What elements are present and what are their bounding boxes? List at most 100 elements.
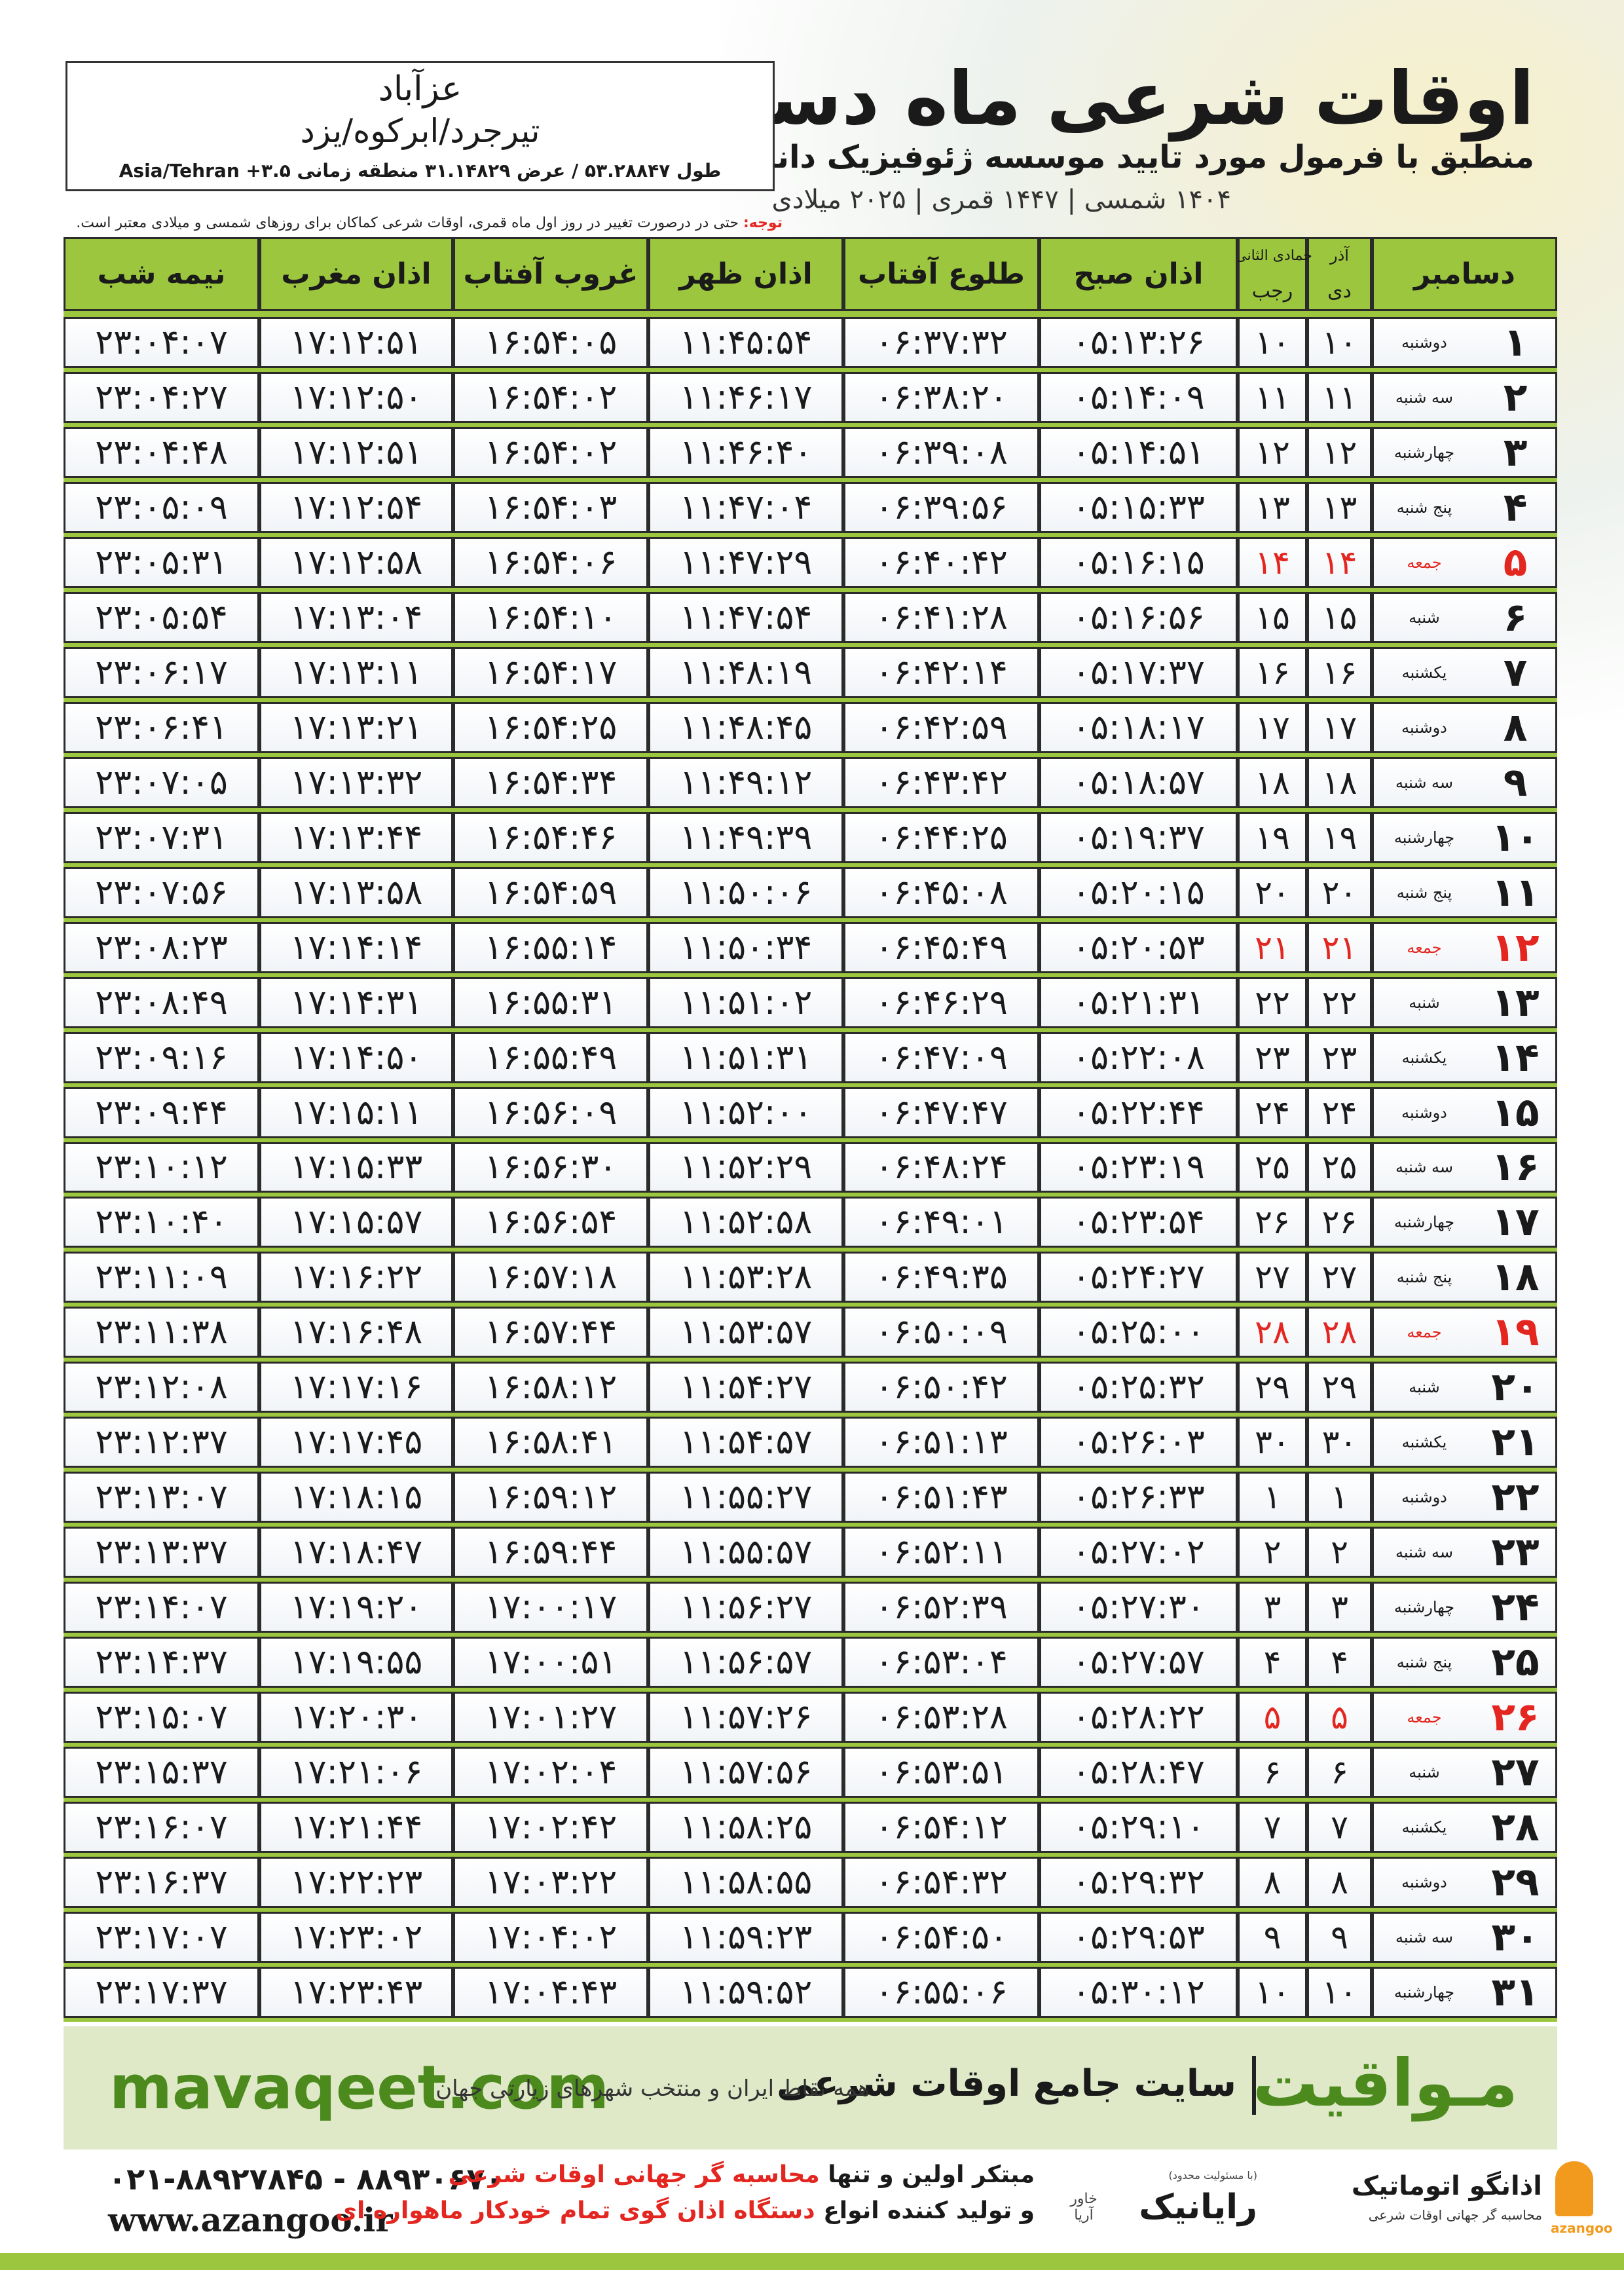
site: mavaqeet.com <box>109 2053 610 2123</box>
time: ۲۳:۱۷:۰۷ <box>64 1912 259 1963</box>
time: ۱۱:۵۹:۵۲ <box>648 1967 843 2018</box>
time: ۱۱:۵۶:۵۷ <box>648 1637 843 1688</box>
time: ۱۷:۱۲:۵۰ <box>259 371 453 423</box>
lunar-day: ۱۹ <box>1238 811 1307 863</box>
time: ۰۵:۲۷:۵۷ <box>1039 1637 1238 1688</box>
divider <box>1252 2056 1256 2115</box>
solar-day: ۲۴ <box>1307 1087 1372 1138</box>
time: ۱۱:۴۷:۰۴ <box>648 481 843 533</box>
time: ۲۳:۱۳:۰۷ <box>64 1472 259 1523</box>
solar-day: ۲۰ <box>1307 866 1372 918</box>
time: ۱۷:۱۸:۴۷ <box>259 1527 453 1578</box>
weekday: سه شنبه <box>1395 1928 1454 1947</box>
time: ۲۳:۰۵:۵۴ <box>64 591 259 643</box>
day-number: ۶ <box>1503 594 1528 641</box>
weekday: پنج شنبه <box>1396 1268 1452 1287</box>
time: ۰۶:۳۷:۳۲ <box>843 317 1039 368</box>
time: ۰۶:۵۰:۴۲ <box>843 1362 1039 1413</box>
promo-line-1: مبتکر اولین و تنها محاسبه گر جهانی اوقات… <box>449 2161 1035 2188</box>
time: ۲۳:۰۸:۲۳ <box>64 921 259 973</box>
promo-text: و تولید کننده انواع <box>823 2197 1035 2224</box>
row-cell <box>1372 1417 1557 1468</box>
time: ۲۳:۰۴:۰۷ <box>64 317 259 368</box>
day-number: ۱۵ <box>1491 1089 1540 1136</box>
web: www.azangoo.ir <box>108 2201 393 2239</box>
lunar-day: ۱۴ <box>1238 536 1307 588</box>
day-number: ۲۵ <box>1491 1639 1540 1686</box>
weekday: چهارشنبه <box>1393 828 1455 847</box>
dates: ۱۴۰۴ شمسی | ۱۴۴۷ قمری | ۲۰۲۵ میلادی <box>771 185 1231 215</box>
time: ۰۶:۴۹:۳۵ <box>843 1252 1039 1303</box>
row-cell <box>1372 591 1557 643</box>
time: ۲۳:۱۶:۳۷ <box>64 1857 259 1908</box>
solar-day: ۷ <box>1307 1802 1372 1853</box>
time: ۰۶:۴۵:۴۹ <box>843 921 1039 973</box>
phone: ۰۲۱-۸۸۹۲۷۸۴۵ - ۸۸۹۳۰۶۷۰ <box>108 2161 504 2197</box>
header-cell: غروب آفتاب <box>453 237 648 311</box>
time: ۱۱:۵۸:۲۵ <box>648 1802 843 1853</box>
time: ۱۶:۵۴:۳۴ <box>453 756 648 808</box>
weekday: دوشنبه <box>1401 333 1447 352</box>
time: ۲۳:۱۱:۰۹ <box>64 1252 259 1303</box>
weekday: یکشنبه <box>1401 663 1447 682</box>
day-number: ۱۲ <box>1491 924 1540 971</box>
time: ۰۵:۱۴:۵۱ <box>1039 426 1238 478</box>
prayer-table: دسامبر آذر دی جمادی الثانی رجب اذان صبح طلوع آ… <box>64 237 1557 2022</box>
time: ۰۵:۲۵:۳۲ <box>1039 1362 1238 1413</box>
time: ۰۵:۲۹:۵۳ <box>1039 1912 1238 1963</box>
logo-azangoo-sub: محاسبه گر جهانی اوقات شرعی <box>1368 2207 1542 2223</box>
day-number: ۳۰ <box>1491 1914 1540 1961</box>
header-cell: اذان صبح <box>1039 237 1238 311</box>
day-number: ۲۸ <box>1491 1804 1540 1851</box>
time: ۱۱:۵۶:۲۷ <box>648 1582 843 1633</box>
promo-text: مبتکر اولین و تنها <box>828 2161 1035 2188</box>
time: ۰۶:۴۴:۲۵ <box>843 811 1039 863</box>
time: ۱۷:۲۲:۲۳ <box>259 1857 453 1908</box>
day-number: ۵ <box>1503 539 1528 586</box>
time: ۰۶:۳۹:۵۶ <box>843 481 1039 533</box>
time: ۱۶:۵۹:۱۲ <box>453 1472 648 1523</box>
time: ۱۱:۵۵:۲۷ <box>648 1472 843 1523</box>
row-cell <box>1372 921 1557 973</box>
time: ۰۵:۱۶:۵۶ <box>1039 591 1238 643</box>
time: ۱۷:۰۴:۰۲ <box>453 1912 648 1963</box>
row-cell <box>1372 1857 1557 1908</box>
note-label: توجه: <box>743 215 783 231</box>
time: ۱۱:۵۷:۲۶ <box>648 1692 843 1743</box>
day-number: ۱۹ <box>1491 1309 1540 1356</box>
time: ۲۳:۱۴:۳۷ <box>64 1637 259 1688</box>
weekday: جمعه <box>1407 1323 1442 1342</box>
time: ۱۷:۱۹:۵۵ <box>259 1637 453 1688</box>
day-number: ۹ <box>1503 759 1528 806</box>
time: ۰۵:۲۸:۴۷ <box>1039 1747 1238 1798</box>
lunar-day: ۲۴ <box>1238 1087 1307 1138</box>
solar-day: ۶ <box>1307 1747 1372 1798</box>
time: ۱۷:۱۲:۵۴ <box>259 481 453 533</box>
time: ۱۶:۵۵:۱۴ <box>453 921 648 973</box>
time: ۱۷:۱۶:۴۸ <box>259 1307 453 1358</box>
time: ۰۵:۳۰:۱۲ <box>1039 1967 1238 2018</box>
time: ۲۳:۱۰:۴۰ <box>64 1197 259 1248</box>
solar-day: ۸ <box>1307 1857 1372 1908</box>
time: ۱۱:۵۳:۲۸ <box>648 1252 843 1303</box>
header-cell <box>1307 237 1372 311</box>
weekday: دوشنبه <box>1401 1488 1447 1507</box>
time: ۰۵:۲۴:۲۷ <box>1039 1252 1238 1303</box>
day-number: ۴ <box>1503 484 1528 530</box>
header-sub: دی <box>1327 279 1352 303</box>
time: ۱۷:۱۴:۳۱ <box>259 977 453 1028</box>
lunar-day: ۵ <box>1238 1692 1307 1743</box>
weekday: سه شنبه <box>1395 1543 1454 1562</box>
weekday: جمعه <box>1407 1708 1442 1727</box>
weekday: شنبه <box>1409 993 1440 1012</box>
time: ۰۶:۴۵:۰۸ <box>843 866 1039 918</box>
time: ۰۵:۲۳:۵۴ <box>1039 1197 1238 1248</box>
weekday: شنبه <box>1409 608 1440 627</box>
time: ۱۱:۵۸:۵۵ <box>648 1857 843 1908</box>
time: ۲۳:۱۲:۳۷ <box>64 1417 259 1468</box>
solar-day: ۱۱ <box>1307 371 1372 423</box>
day-number: ۸ <box>1503 704 1528 751</box>
time: ۱۷:۲۳:۰۲ <box>259 1912 453 1963</box>
time: ۲۳:۱۵:۰۷ <box>64 1692 259 1743</box>
lunar-day: ۲۹ <box>1238 1362 1307 1413</box>
